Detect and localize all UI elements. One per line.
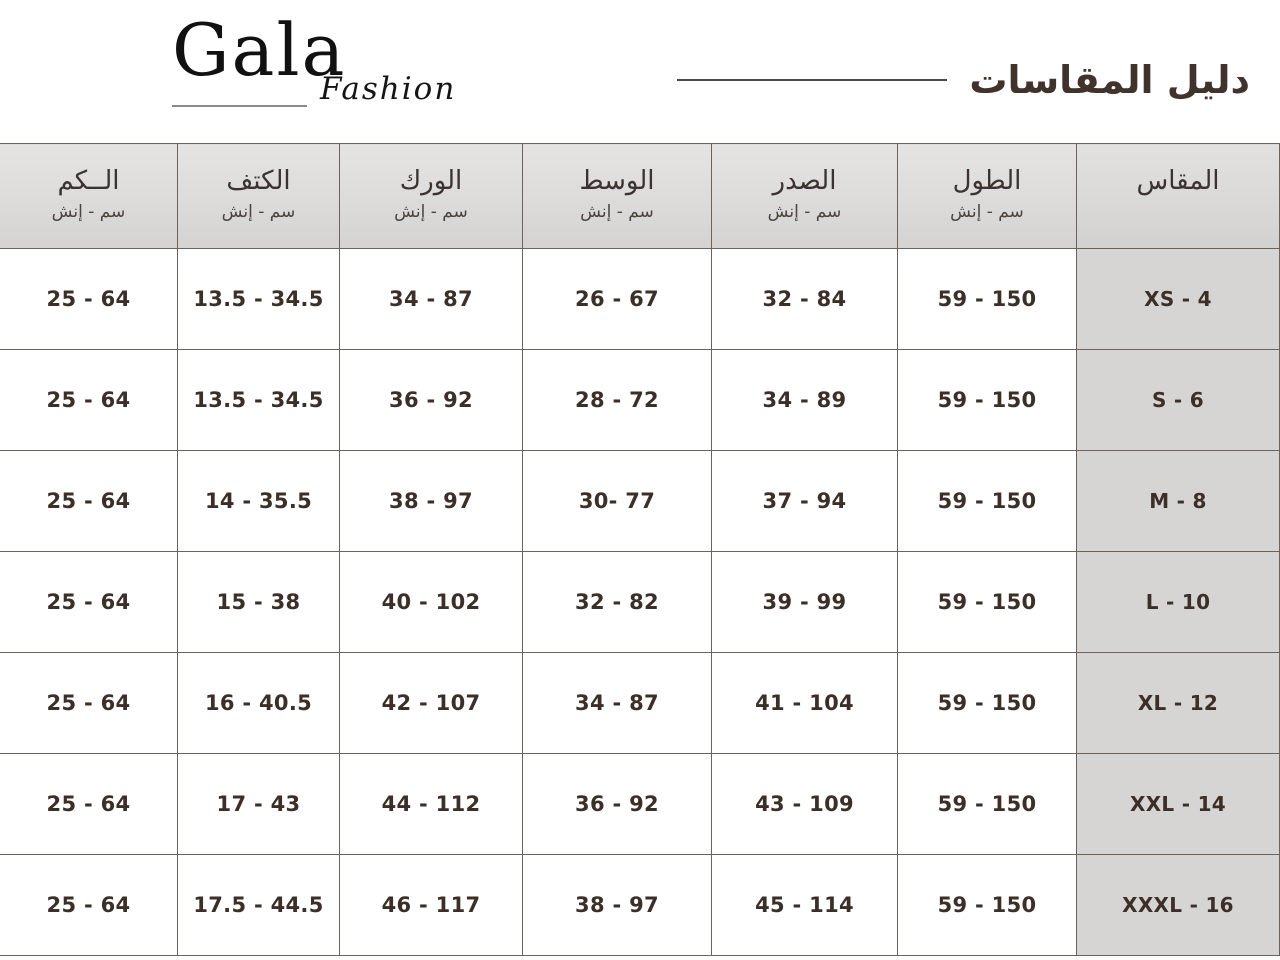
brand-logo-rule [172,105,307,107]
column-header-label: الورك [399,165,463,196]
cell-chest: 41 - 104 [711,652,898,754]
column-header-shoulder: الكتف سم - إنش [177,143,340,249]
cell-sleeve: 25 - 64 [0,753,178,855]
cell-waist: 36 - 92 [522,753,712,855]
cell-waist: 38 - 97 [522,854,712,956]
cell-hip: 46 - 117 [339,854,523,956]
page-title: دليل المقاسات [969,58,1250,102]
cell-shoulder: 15 - 38 [177,551,340,653]
table-row: M - 8 59 - 150 37 - 94 30- 77 38 - 97 14 - 35… [0,450,1280,552]
table-header-row: المقاس الطول سم - إنش الصدر سم - إنش الوسط سم… [0,143,1280,249]
cell-size: XXXL - 16 [1076,854,1280,956]
brand-logo: Gala Fashion [172,8,454,134]
table-head: المقاس الطول سم - إنش الصدر سم - إنش الوسط سم… [0,143,1280,249]
cell-size: XS - 4 [1076,248,1280,350]
column-header-unit: سم - إنش [950,201,1024,222]
table-body: XS - 4 59 - 150 32 - 84 26 - 67 34 - 87 13.5 … [0,248,1280,956]
cell-length: 59 - 150 [897,652,1077,754]
cell-shoulder: 17.5 - 44.5 [177,854,340,956]
size-chart-table: المقاس الطول سم - إنش الصدر سم - إنش الوسط سم… [0,143,1280,956]
column-header-unit: سم - إنش [51,201,126,222]
cell-length: 59 - 150 [897,753,1077,855]
cell-shoulder: 17 - 43 [177,753,340,855]
table-row: S - 6 59 - 150 34 - 89 28 - 72 36 - 92 13.5 -… [0,349,1280,451]
cell-length: 59 - 150 [897,349,1077,451]
column-header-label: الــكم [57,165,120,196]
cell-shoulder: 14 - 35.5 [177,450,340,552]
cell-hip: 36 - 92 [339,349,523,451]
cell-shoulder: 16 - 40.5 [177,652,340,754]
cell-waist: 30- 77 [522,450,712,552]
column-header-label: الوسط [579,165,655,196]
cell-shoulder: 13.5 - 34.5 [177,349,340,451]
column-header-unit: سم - إنش [221,201,296,222]
table-row: XXL - 14 59 - 150 43 - 109 36 - 92 44 - 112 1… [0,753,1280,855]
cell-chest: 45 - 114 [711,854,898,956]
cell-size: M - 8 [1076,450,1280,552]
column-header-label: الكتف [226,165,291,196]
header-band: Gala Fashion دليل المقاسات [0,0,1280,143]
cell-sleeve: 25 - 64 [0,551,178,653]
brand-logo-tagline: Fashion [320,71,457,107]
cell-sleeve: 25 - 64 [0,450,178,552]
cell-sleeve: 25 - 64 [0,248,178,350]
column-header-hip: الورك سم - إنش [339,143,523,249]
column-header-waist: الوسط سم - إنش [522,143,712,249]
cell-hip: 38 - 97 [339,450,523,552]
cell-chest: 43 - 109 [711,753,898,855]
column-header-label: الصدر [772,165,837,196]
cell-size: XL - 12 [1076,652,1280,754]
column-header-label: المقاس [1136,165,1220,196]
cell-size: S - 6 [1076,349,1280,451]
cell-waist: 32 - 82 [522,551,712,653]
cell-sleeve: 25 - 64 [0,349,178,451]
cell-length: 59 - 150 [897,450,1077,552]
cell-length: 59 - 150 [897,854,1077,956]
table-row: XXXL - 16 59 - 150 45 - 114 38 - 97 46 - 117… [0,854,1280,956]
cell-hip: 40 - 102 [339,551,523,653]
table-row: L - 10 59 - 150 39 - 99 32 - 82 40 - 102 15 -… [0,551,1280,653]
column-header-unit: سم - إنش [394,201,468,222]
column-header-length: الطول سم - إنش [897,143,1077,249]
cell-chest: 34 - 89 [711,349,898,451]
column-header-unit: سم - إنش [767,201,842,222]
page-title-group: دليل المقاسات [677,58,1250,102]
cell-chest: 32 - 84 [711,248,898,350]
cell-size: L - 10 [1076,551,1280,653]
cell-hip: 42 - 107 [339,652,523,754]
table-row: XL - 12 59 - 150 41 - 104 34 - 87 42 - 107 16… [0,652,1280,754]
cell-chest: 39 - 99 [711,551,898,653]
cell-hip: 34 - 87 [339,248,523,350]
cell-waist: 28 - 72 [522,349,712,451]
brand-logo-name: Gala [172,8,347,92]
cell-shoulder: 13.5 - 34.5 [177,248,340,350]
cell-sleeve: 25 - 64 [0,652,178,754]
column-header-unit: سم - إنش [580,201,654,222]
table-row: XS - 4 59 - 150 32 - 84 26 - 67 34 - 87 13.5 … [0,248,1280,350]
column-header-chest: الصدر سم - إنش [711,143,898,249]
cell-waist: 26 - 67 [522,248,712,350]
cell-waist: 34 - 87 [522,652,712,754]
column-header-sleeve: الــكم سم - إنش [0,143,178,249]
column-header-size: المقاس [1076,143,1280,249]
cell-length: 59 - 150 [897,551,1077,653]
cell-sleeve: 25 - 64 [0,854,178,956]
cell-length: 59 - 150 [897,248,1077,350]
title-divider-rule [677,79,948,81]
cell-hip: 44 - 112 [339,753,523,855]
cell-chest: 37 - 94 [711,450,898,552]
cell-size: XXL - 14 [1076,753,1280,855]
column-header-label: الطول [952,165,1022,196]
